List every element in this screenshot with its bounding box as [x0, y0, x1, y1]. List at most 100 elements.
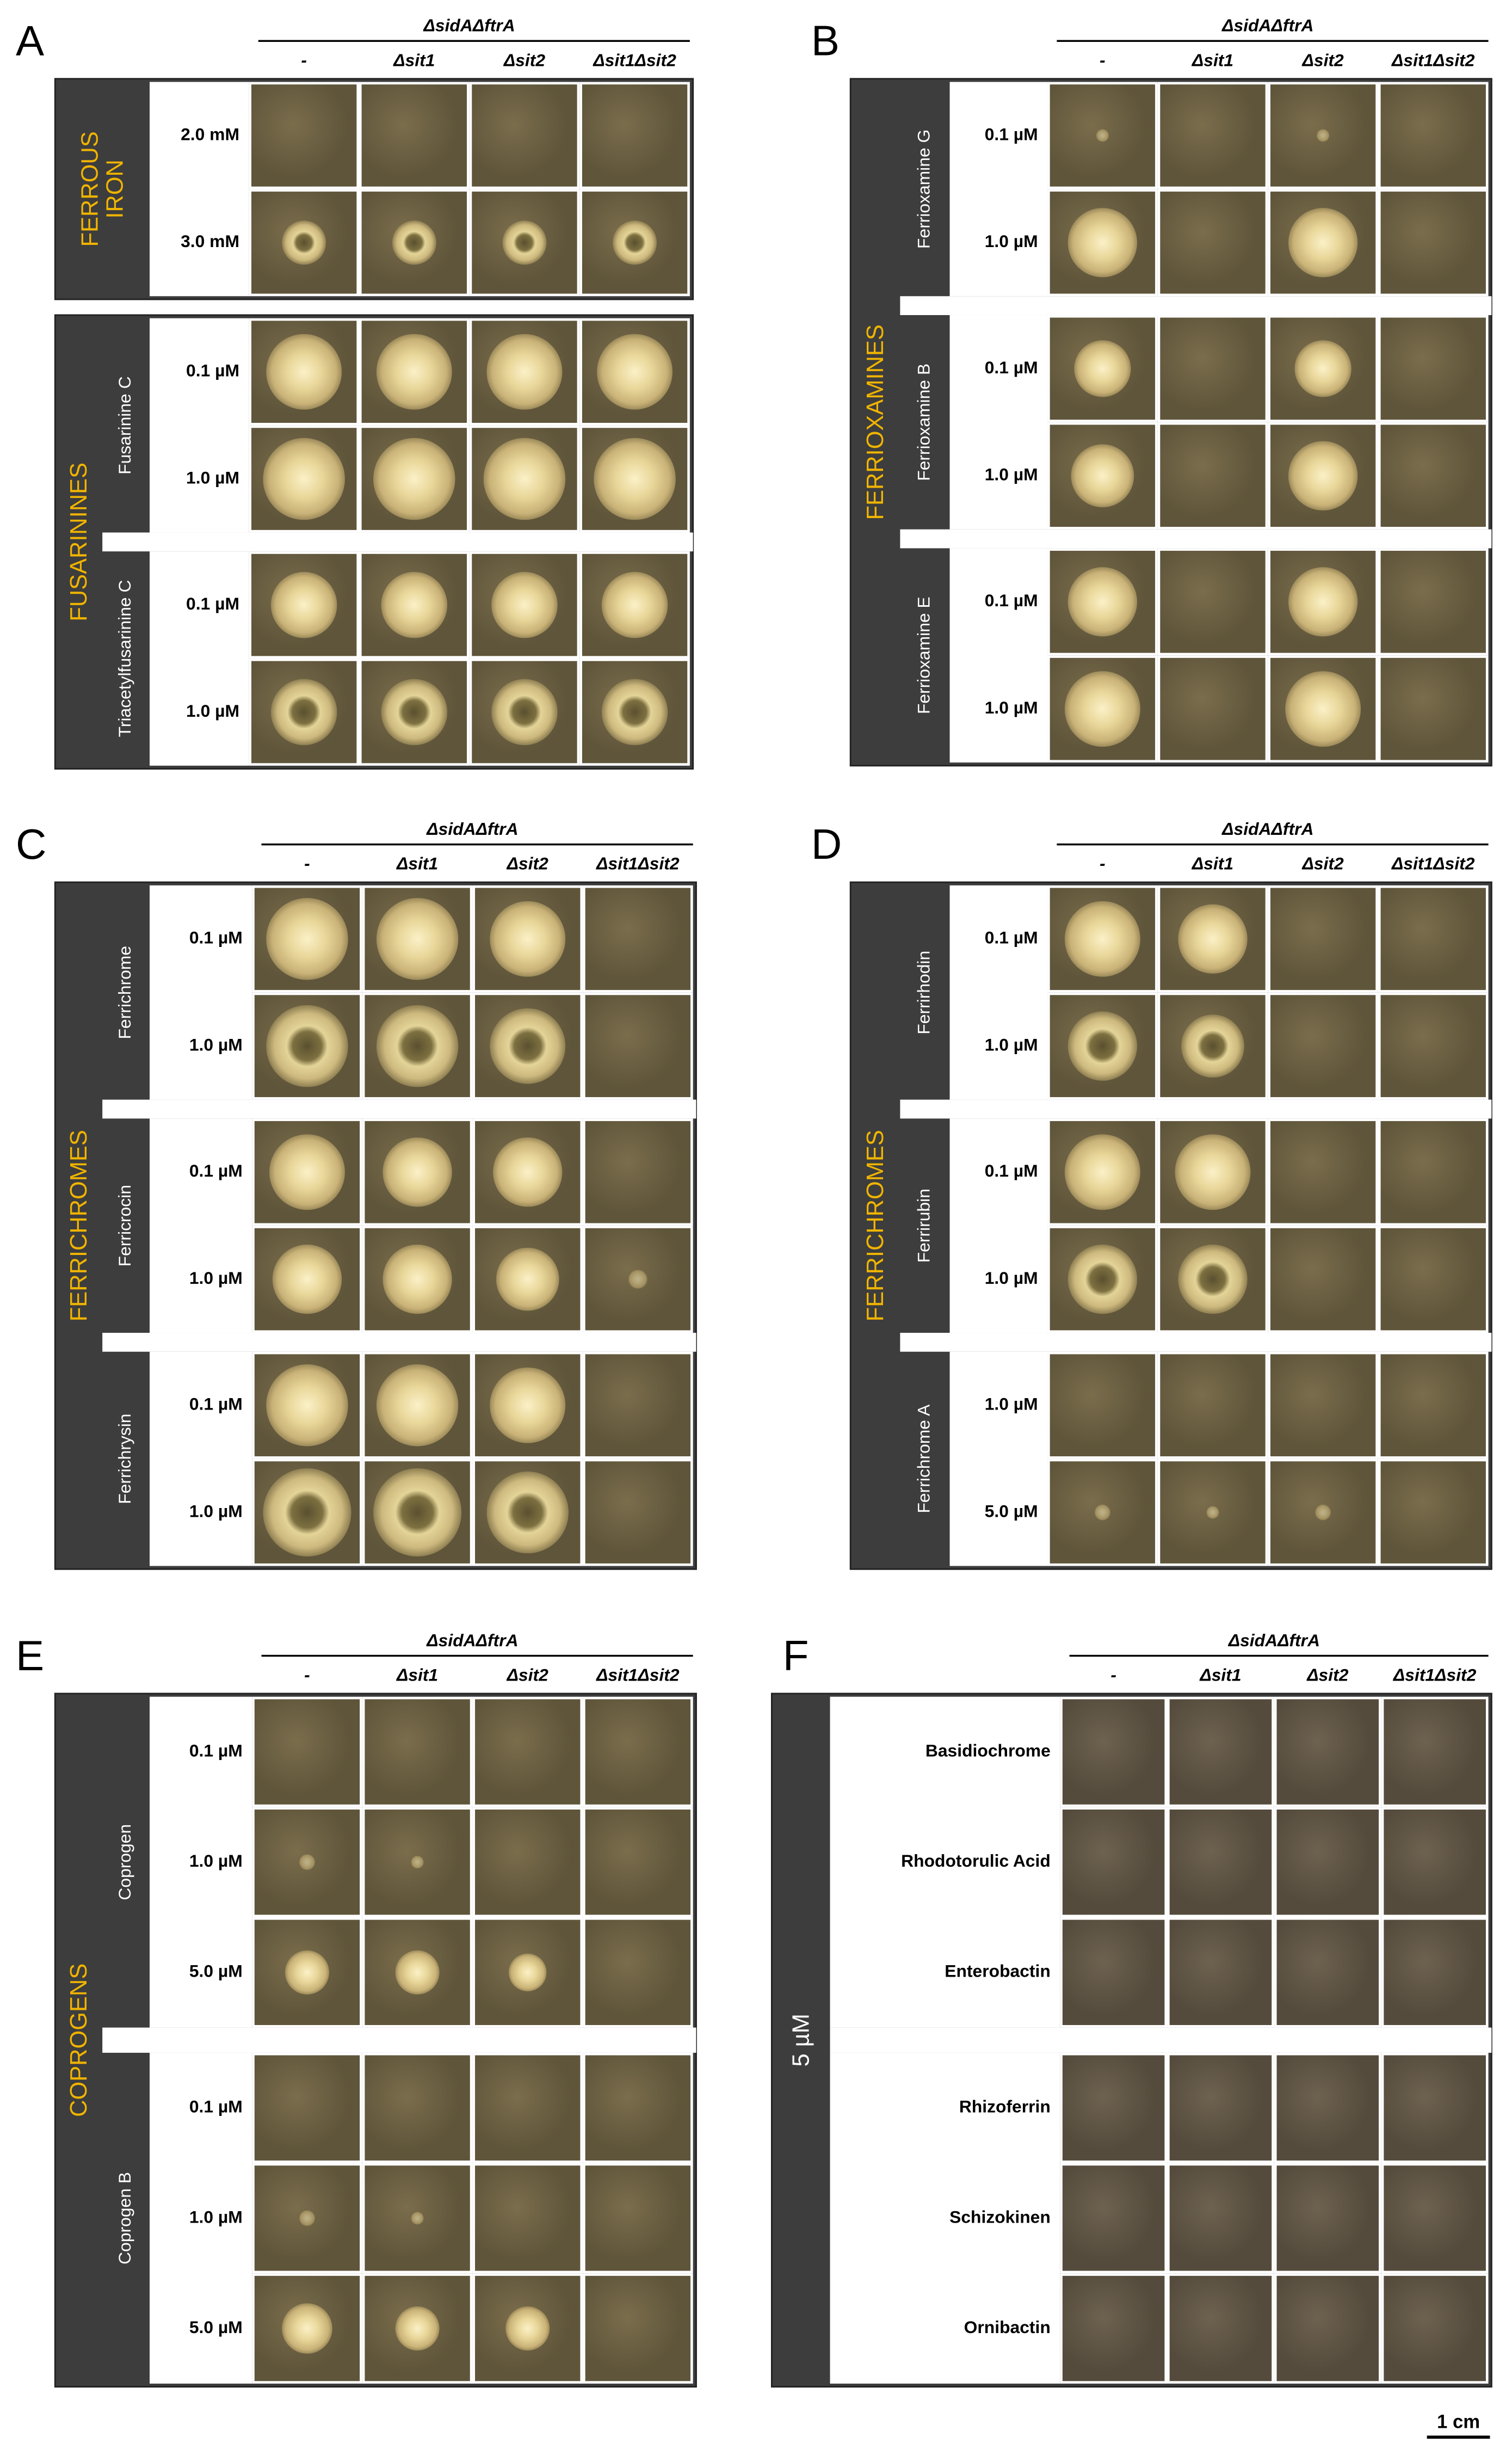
plate-cell: [1378, 189, 1489, 297]
strain-header: ΔsidAΔftrA: [1221, 819, 1313, 839]
row-label: 1.0 µM: [985, 465, 1038, 484]
plate-cell: [1381, 1696, 1489, 1807]
row-label: 1.0 µM: [985, 1268, 1038, 1288]
plate-cell: [472, 1807, 583, 1917]
label-area: [949, 885, 1048, 1100]
column-label: Δsit1Δsit2: [596, 1665, 680, 1684]
plate-cell: [1047, 1351, 1158, 1459]
plate-cell: [1274, 2052, 1381, 2163]
colony: [1288, 441, 1358, 510]
plate-cell: [1268, 1118, 1378, 1226]
plate-cell: [1268, 1226, 1378, 1333]
colony: [1067, 1244, 1138, 1314]
row-label: 0.1 µM: [186, 594, 239, 613]
plate-cell: [583, 2052, 693, 2163]
plate-cell: [1381, 1917, 1489, 2028]
group-gap: [102, 1099, 696, 1119]
plate-cell: [362, 1696, 473, 1807]
plate-cell: [1381, 2052, 1489, 2163]
column-label: Δsit1Δsit2: [596, 854, 680, 873]
colony: [376, 1364, 459, 1447]
row-label: Enterobactin: [945, 1961, 1051, 1981]
box-title: FERRIOXAMINES: [862, 324, 888, 520]
row-label: 2.0 mM: [181, 124, 239, 144]
group-label: Ferrioxamine E: [914, 596, 933, 714]
colony: [1064, 671, 1140, 747]
colony: [285, 1950, 330, 1995]
plate-cell: [359, 82, 470, 189]
box-title: FERROUS: [77, 131, 103, 247]
column-label: Δsit1Δsit2: [593, 50, 676, 70]
colony: [266, 898, 348, 980]
strain-header: ΔsidAΔftrA: [426, 819, 518, 839]
column-label: Δsit2: [1302, 854, 1344, 873]
colony: [597, 334, 673, 410]
row-label: 1.0 µM: [186, 467, 239, 487]
plate-cell: [1268, 992, 1378, 1100]
row-label: 3.0 mM: [181, 231, 239, 251]
colony: [381, 679, 448, 746]
plate-cell: [583, 885, 693, 993]
panel-letter: A: [16, 17, 44, 65]
plate-cell: [1274, 1696, 1381, 1807]
plate-cell: [1060, 2163, 1168, 2274]
colony: [1094, 1504, 1110, 1521]
colony: [392, 220, 436, 265]
row-label: Basidiochrome: [925, 1740, 1051, 1760]
group-label: Ferrirhodin: [914, 951, 933, 1035]
row-label: 0.1 µM: [189, 1740, 243, 1760]
column-label: Δsit2: [1306, 1665, 1349, 1684]
colony: [594, 438, 676, 520]
colony: [1294, 340, 1351, 397]
row-label: 1.0 µM: [189, 2207, 243, 2226]
row-label: Rhodotorulic Acid: [901, 1851, 1051, 1870]
plate-cell: [249, 82, 360, 189]
group-gap: [102, 532, 693, 552]
plate-cell: [1047, 315, 1158, 422]
plate-cell: [1378, 1459, 1489, 1566]
group-gap: [900, 296, 1492, 315]
colony: [1288, 208, 1358, 278]
label-area: [949, 1118, 1048, 1333]
colony: [1178, 1244, 1248, 1314]
plate-cell: [1378, 655, 1489, 763]
row-label: 0.1 µM: [985, 358, 1038, 377]
row-label: Schizokinen: [949, 2207, 1051, 2226]
group-gap: [102, 1333, 696, 1352]
strain-header: ΔsidAΔftrA: [1228, 1630, 1320, 1650]
group-label: Triacetylfusarinine C: [115, 580, 134, 737]
colony: [395, 1950, 440, 1995]
plate-cell: [1157, 189, 1268, 297]
plate-cell: [1167, 1696, 1274, 1807]
strain-header: ΔsidAΔftrA: [426, 1630, 518, 1650]
plate-cell: [583, 1917, 693, 2028]
column-label: Δsit2: [507, 854, 549, 873]
box-title: FERRICHROMES: [66, 1130, 92, 1321]
row-label: Rhizoferrin: [959, 2097, 1051, 2116]
row-label: 0.1 µM: [985, 590, 1038, 610]
plate-cell: [472, 2163, 583, 2274]
colony: [1064, 1134, 1140, 1210]
label-area: [150, 1118, 252, 1333]
colony: [1206, 1506, 1219, 1519]
colony: [1175, 1134, 1251, 1210]
group-gap: [900, 1099, 1492, 1119]
row-label: 5.0 µM: [189, 1961, 243, 1981]
label-area: [949, 82, 1048, 297]
plate-cell: [1167, 2163, 1274, 2274]
plate-cell: [1167, 1917, 1274, 2028]
colony: [376, 334, 452, 410]
label-area: [830, 1696, 1060, 2028]
plate-cell: [1060, 2273, 1168, 2384]
colony: [509, 1953, 547, 1992]
colony: [282, 220, 326, 265]
colony: [1067, 567, 1138, 637]
colony: [491, 571, 558, 638]
label-area: [949, 315, 1048, 530]
row-label: 1.0 µM: [189, 1268, 243, 1288]
group-label: Ferrichrysin: [115, 1413, 134, 1504]
plate-cell: [1274, 1807, 1381, 1917]
colony: [490, 1008, 566, 1084]
group-label: Ferrioxamine B: [914, 364, 933, 481]
